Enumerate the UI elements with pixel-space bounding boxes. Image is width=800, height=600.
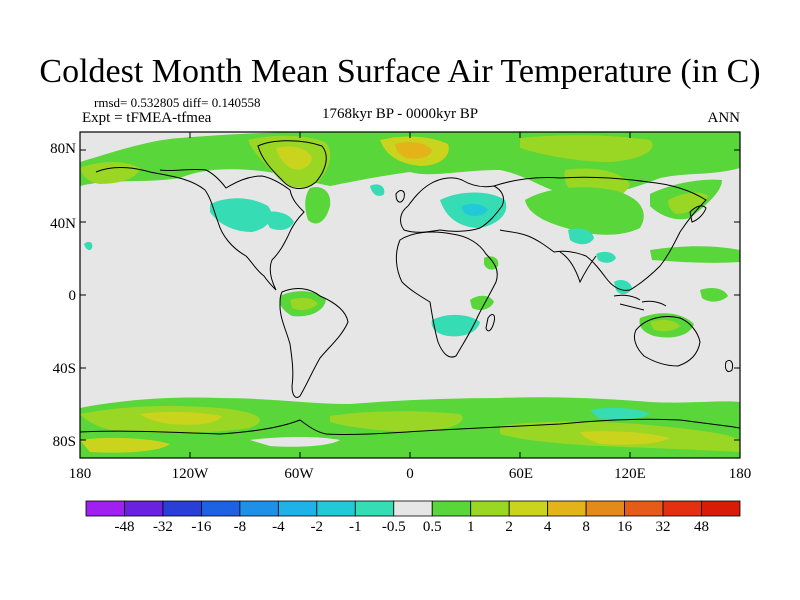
lat-label-40s: 40S: [52, 361, 76, 377]
colorbar-label: 48: [694, 519, 710, 535]
coast-india: [559, 251, 597, 284]
colorbar-box: [85, 500, 125, 517]
southern-africa-cool: [431, 314, 480, 337]
temperature-field: [80, 132, 740, 458]
coast-british-isles: [395, 190, 405, 203]
colorbar-box: [239, 500, 279, 517]
amazon-warm-core: [290, 297, 318, 311]
lon-label-60e: 60E: [508, 466, 534, 482]
coast-japan: [689, 205, 707, 223]
indian-ocean-warm: [470, 295, 494, 310]
colorbar-box: [470, 500, 510, 517]
coast-australia: [633, 316, 701, 367]
arctic-east-warm: [520, 135, 653, 162]
experiment-label: Expt = tFMEA-tfmea: [82, 110, 212, 126]
colorbar-box: [316, 500, 356, 517]
colorbar-box: [624, 500, 664, 517]
colorbar-box: [662, 500, 702, 517]
asia-warm-patch: [525, 187, 644, 235]
horn-africa-warm: [484, 256, 499, 270]
lat-label-0: 0: [68, 288, 77, 304]
australia-warm-core: [650, 319, 680, 332]
colorbar-label: -0.5: [381, 519, 406, 535]
colorbar-label: 32: [655, 519, 671, 535]
iran-cool: [568, 228, 594, 245]
atlantic-cool-dot: [370, 184, 385, 196]
coast-north-america: [95, 167, 305, 291]
lon-label-180w: 180: [68, 466, 92, 482]
colorbar-box: [201, 500, 241, 517]
colorbar-label: 1: [466, 519, 475, 535]
pacific-warm-streak: [650, 246, 740, 263]
coast-indonesia: [613, 294, 667, 311]
lon-label-0: 0: [406, 466, 414, 482]
antarctic-west-high: [80, 437, 170, 453]
colorbar-label: 8: [582, 519, 590, 535]
colorbar-label: 0.5: [422, 519, 442, 535]
colorbar-box: [701, 500, 741, 517]
coast-africa: [395, 231, 498, 358]
lon-label-60w: 60W: [284, 466, 314, 482]
eastern-us-cool: [266, 211, 294, 230]
colorbar-box: [585, 500, 625, 517]
colorbar-box: [508, 500, 549, 517]
coast-asia: [493, 176, 707, 291]
colorbar-label: -48: [114, 519, 135, 535]
colorbar-box: [431, 500, 472, 517]
colorbar-label: -4: [272, 519, 285, 535]
lat-label-40n: 40N: [50, 216, 76, 232]
coast-madagascar: [485, 314, 495, 332]
europe-cool-core: [462, 203, 488, 217]
colorbar-label: -1: [349, 519, 362, 535]
colorbar-label: 16: [617, 519, 633, 535]
coast-greenland: [257, 140, 327, 189]
colorbar: [85, 500, 741, 517]
antarctic-cool-patch: [590, 407, 650, 420]
coast-south-america: [279, 288, 349, 399]
pacific-cool-dot: [84, 241, 93, 251]
map-title: Coldest Month Mean Surface Air Temperatu…: [39, 53, 761, 90]
colorbar-box: [354, 500, 395, 517]
antarctic-warm-mid: [330, 411, 463, 432]
rmsd-diff-stats: rmsd= 0.532805 diff= 0.140558: [94, 95, 261, 110]
period-label: 1768kyr BP - 0000kyr BP: [322, 106, 479, 122]
north-america-cool: [210, 198, 272, 232]
colorbar-label: -32: [152, 519, 173, 535]
coastlines: [79, 140, 741, 436]
lon-ticks: [189, 132, 631, 458]
lat-label-80s: 80S: [52, 434, 76, 450]
lon-label-180e: 180: [728, 466, 752, 482]
colorbar-box: [277, 500, 318, 517]
colorbar-box: [393, 500, 433, 517]
southern-ocean-high-west: [140, 411, 222, 425]
colorbar-label: 2: [505, 519, 513, 535]
colorbar-box: [162, 500, 202, 517]
antarctic-east-high: [580, 431, 670, 445]
lon-label-120e: 120E: [614, 466, 646, 482]
west-pacific-warm: [700, 288, 728, 302]
greenland-high-patch: [276, 146, 312, 170]
colorbar-label: -8: [233, 519, 247, 535]
antarctic-strip-neutral: [250, 437, 340, 447]
scandinavia-strong: [395, 142, 432, 159]
coast-new-zealand: [725, 359, 733, 373]
lon-label-120w: 120W: [171, 466, 209, 482]
colorbar-label: -16: [191, 519, 212, 535]
colorbar-box: [547, 500, 587, 517]
colorbar-box: [124, 500, 164, 517]
ne-asia-cool: [596, 251, 616, 263]
colorbar-label: 4: [543, 519, 552, 535]
season-label: ANN: [707, 110, 741, 126]
colorbar-label: -2: [310, 519, 324, 535]
east-atlantic-warm: [305, 186, 331, 224]
coast-antarctica: [79, 418, 741, 436]
japan-warm: [668, 192, 708, 214]
lat-label-80n: 80N: [50, 141, 76, 157]
lat-ticks: [80, 149, 740, 441]
